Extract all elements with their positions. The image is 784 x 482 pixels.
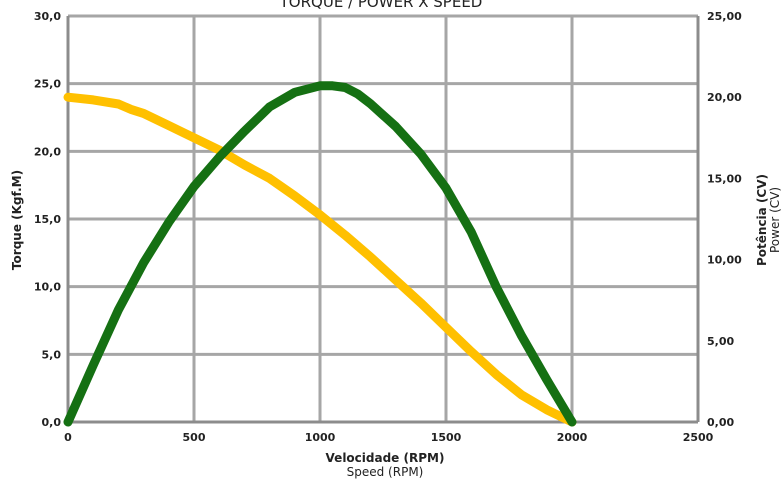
- y-right-axis-subtitle: Power (CV): [768, 187, 782, 253]
- y-left-tick-label: 0,0: [42, 416, 62, 429]
- x-axis-title: Velocidade (RPM): [326, 451, 445, 465]
- y-right-axis-title: Potência (CV): [755, 174, 769, 266]
- plot-frame: [66, 16, 700, 424]
- y-left-tick-label: 20,0: [34, 145, 61, 158]
- y-right-tick-label: 25,00: [707, 10, 742, 23]
- x-tick-labels: 0 500 1000 1500 2000 2500: [64, 431, 713, 444]
- y-right-tick-labels: 0,00 5,00 10,00 15,00 20,00 25,00: [707, 10, 742, 429]
- y-right-tick-label: 10,00: [707, 254, 742, 267]
- x-tick-label: 1000: [305, 431, 336, 444]
- y-left-tick-labels: 0,0 5,0 10,0 15,0 20,0 25,0 30,0: [34, 10, 61, 429]
- y-right-tick-label: 15,00: [707, 172, 742, 185]
- y-left-tick-label: 30,0: [34, 10, 61, 23]
- y-left-tick-label: 5,0: [42, 348, 62, 361]
- chart-grid: [66, 14, 700, 424]
- x-axis-subtitle: Speed (RPM): [347, 465, 424, 479]
- series-layer: [63, 81, 577, 427]
- y-right-tick-label: 20,00: [707, 91, 742, 104]
- chart-title: TORQUE / POWER X SPEED: [279, 0, 483, 11]
- y-left-tick-label: 15,0: [34, 213, 61, 226]
- y-left-axis-title: Torque (Kgf.M): [10, 170, 24, 270]
- torque-series-line: [63, 92, 577, 427]
- x-tick-label: 2000: [557, 431, 588, 444]
- y-left-tick-label: 10,0: [34, 281, 61, 294]
- x-tick-label: 500: [183, 431, 206, 444]
- x-tick-label: 1500: [431, 431, 462, 444]
- x-tick-label: 0: [64, 431, 72, 444]
- power-series-line: [63, 81, 577, 427]
- y-left-tick-label: 25,0: [34, 78, 61, 91]
- x-tick-label: 2500: [683, 431, 714, 444]
- y-right-tick-label: 5,00: [707, 335, 734, 348]
- y-right-tick-label: 0,00: [707, 416, 734, 429]
